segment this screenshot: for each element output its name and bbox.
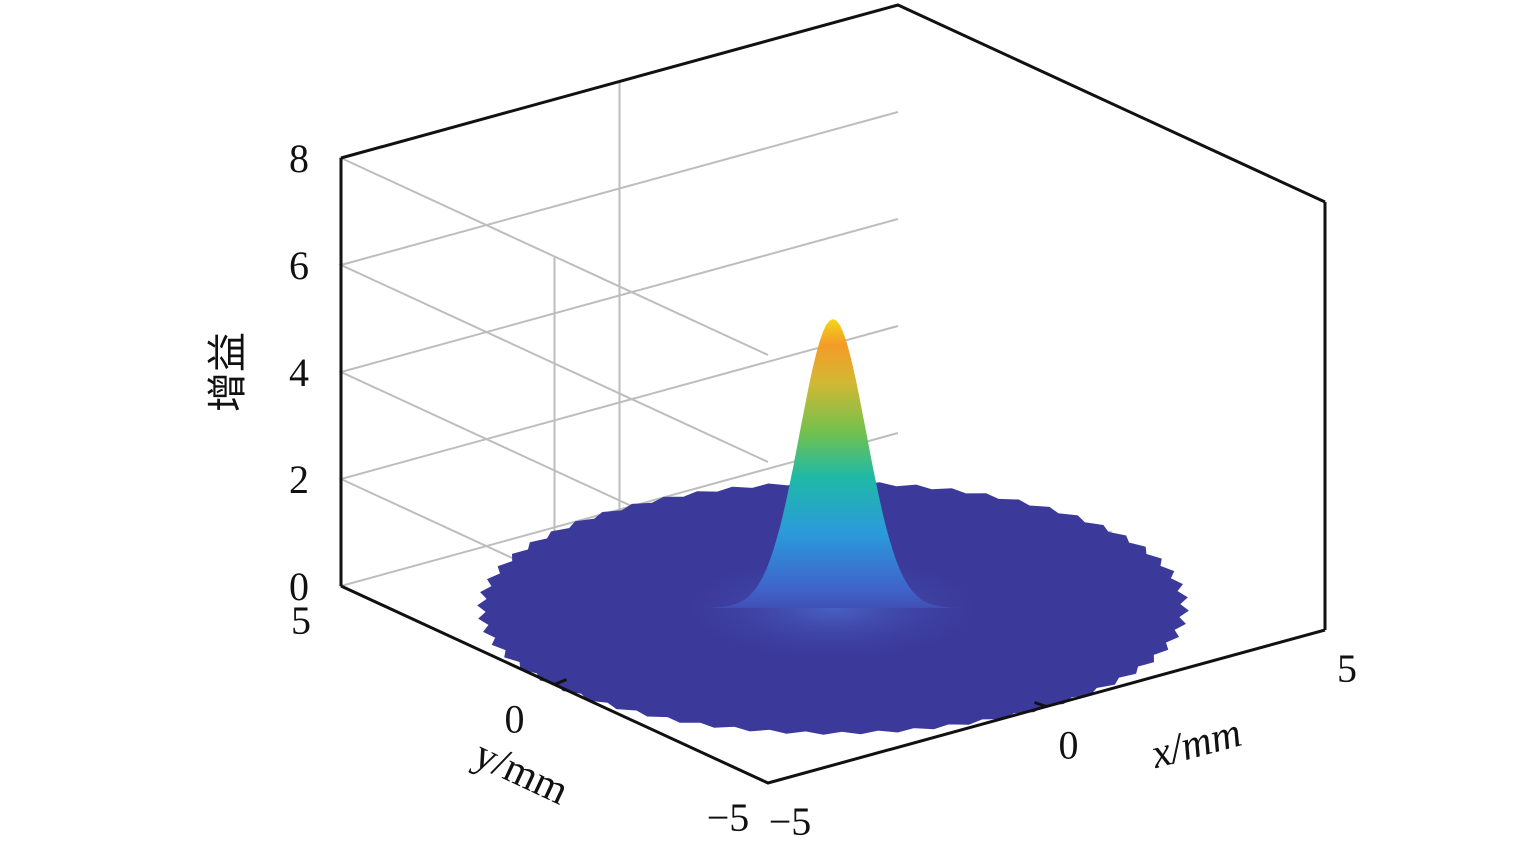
z-axis-label: 增益 — [205, 332, 251, 412]
y-axis-label: y/mm — [467, 731, 576, 814]
y-tick-label: 0 — [505, 697, 525, 742]
z-tick-labels: 0 2 4 6 8 — [289, 136, 309, 609]
axes-box-edge — [340, 584, 1326, 785]
x-tick-label: 5 — [1337, 646, 1357, 691]
axes-box — [339, 3, 1327, 785]
x-axis-label: x/mm — [1145, 710, 1246, 778]
z-tick-label: 2 — [289, 457, 309, 502]
surface-peak — [699, 319, 967, 608]
gaussian-surface — [477, 319, 1189, 735]
z-tick-label: 0 — [289, 564, 309, 609]
z-tick-label: 6 — [289, 243, 309, 288]
y-tick-labels: −5 0 5 — [291, 598, 749, 840]
x-tick-label: −5 — [769, 799, 812, 844]
z-tick-label: 4 — [289, 350, 309, 395]
axis-tick-mark — [553, 678, 568, 686]
z-tick-label: 8 — [289, 136, 309, 181]
x-tick-label: 0 — [1059, 723, 1079, 768]
x-tick-labels: −5 0 5 — [769, 646, 1357, 844]
axes-box-edge — [340, 3, 1326, 204]
surface-base-glow — [673, 553, 993, 663]
axis-tick-mark — [1034, 701, 1047, 708]
y-tick-label: 5 — [291, 598, 311, 643]
y-tick-label: −5 — [707, 795, 750, 840]
